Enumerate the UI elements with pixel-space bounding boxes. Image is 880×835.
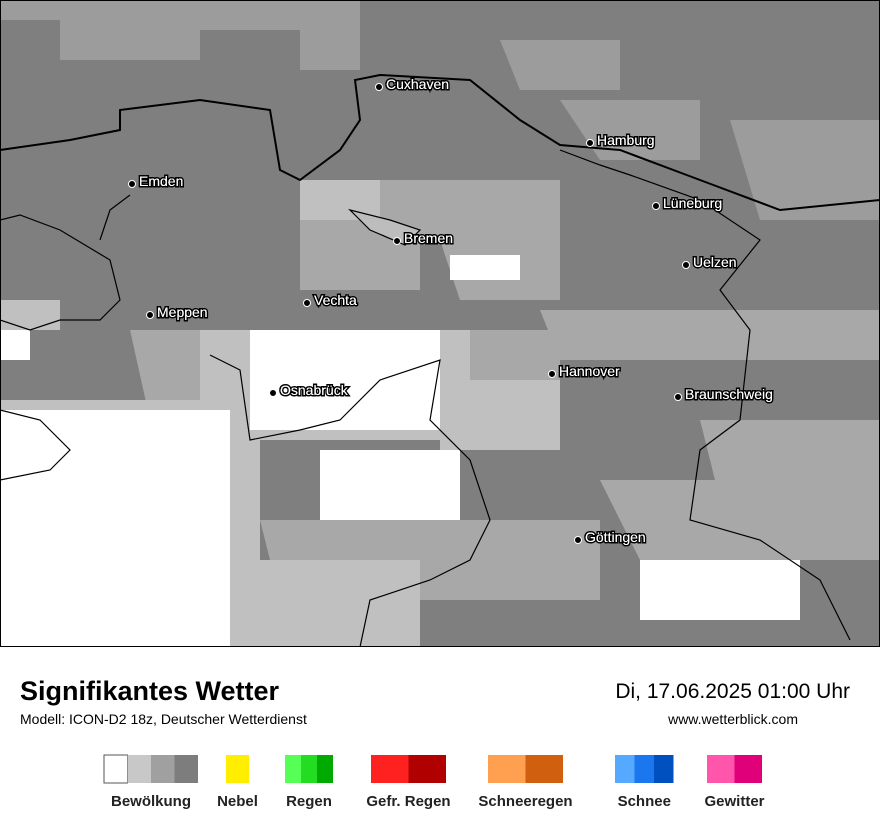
legend-label: Schneeregen <box>478 793 572 810</box>
city-label-fill: Emden <box>139 173 183 189</box>
datetime: Di, 17.06.2025 01:00 Uhr <box>615 680 850 703</box>
legend-swatch <box>408 755 446 783</box>
city-dot <box>574 536 582 544</box>
legend-label: Gewitter <box>704 793 764 810</box>
legend-swatch <box>226 755 249 783</box>
city-label: Bremen <box>404 230 453 246</box>
city-dot <box>586 139 594 147</box>
city-label-fill: Cuxhaven <box>386 76 449 92</box>
city-label-fill: Hannover <box>559 363 620 379</box>
city-dot <box>146 311 154 319</box>
legend-swatch <box>525 755 563 783</box>
city-label-fill: Vechta <box>314 292 357 308</box>
city-dot <box>548 370 556 378</box>
legend-label: Bewölkung <box>111 793 191 810</box>
city-label: Hamburg <box>597 132 655 148</box>
legend-swatch <box>707 755 735 783</box>
legend-swatch <box>174 755 198 783</box>
city-dot <box>652 202 660 210</box>
city-label-fill: Uelzen <box>693 254 737 270</box>
city-label: Emden <box>139 173 183 189</box>
legend-swatch <box>151 755 175 783</box>
city-label: Osnabrück <box>280 382 349 398</box>
city-dot <box>375 83 383 91</box>
legend-swatch <box>654 755 674 783</box>
city-label-fill: Osnabrück <box>280 382 349 398</box>
city-label: Cuxhaven <box>386 76 449 92</box>
city-label: Vechta <box>314 292 357 308</box>
city-dot <box>303 299 311 307</box>
legend-label: Regen <box>286 793 332 810</box>
model: Modell: ICON-D2 18z, Deutscher Wetterdie… <box>20 711 307 727</box>
city-label-fill: Hamburg <box>597 132 655 148</box>
city-dot <box>393 237 401 245</box>
legend-swatch <box>488 755 526 783</box>
legend-swatch <box>371 755 409 783</box>
legend-label: Gefr. Regen <box>366 793 450 810</box>
city-label-fill: Meppen <box>157 304 208 320</box>
legend-swatch <box>285 755 301 783</box>
map <box>0 0 880 648</box>
legend-swatch <box>301 755 317 783</box>
legend-swatch <box>634 755 654 783</box>
city-dot <box>128 180 136 188</box>
legend-label: Schnee <box>618 793 671 810</box>
legend-swatch <box>127 755 151 783</box>
city-dot <box>682 261 690 269</box>
legend-swatch <box>317 755 333 783</box>
legend-swatch <box>103 754 128 784</box>
city-label-fill: Göttingen <box>585 529 646 545</box>
city-dot <box>674 393 682 401</box>
city-label-fill: Braunschweig <box>685 386 773 402</box>
city-label: Uelzen <box>693 254 737 270</box>
city-label-fill: Lüneburg <box>663 195 722 211</box>
city-label-fill: Bremen <box>404 230 453 246</box>
url: www.wetterblick.com <box>667 711 798 727</box>
legend-swatch <box>615 755 635 783</box>
city-label: Hannover <box>559 363 620 379</box>
city-label: Göttingen <box>585 529 646 545</box>
city-label: Braunschweig <box>685 386 773 402</box>
city-dot <box>269 389 277 397</box>
title: Signifikantes Wetter <box>20 676 280 706</box>
legend-swatch <box>734 755 762 783</box>
legend-label: Nebel <box>217 793 258 810</box>
city-label: Lüneburg <box>663 195 722 211</box>
city-label: Meppen <box>157 304 208 320</box>
